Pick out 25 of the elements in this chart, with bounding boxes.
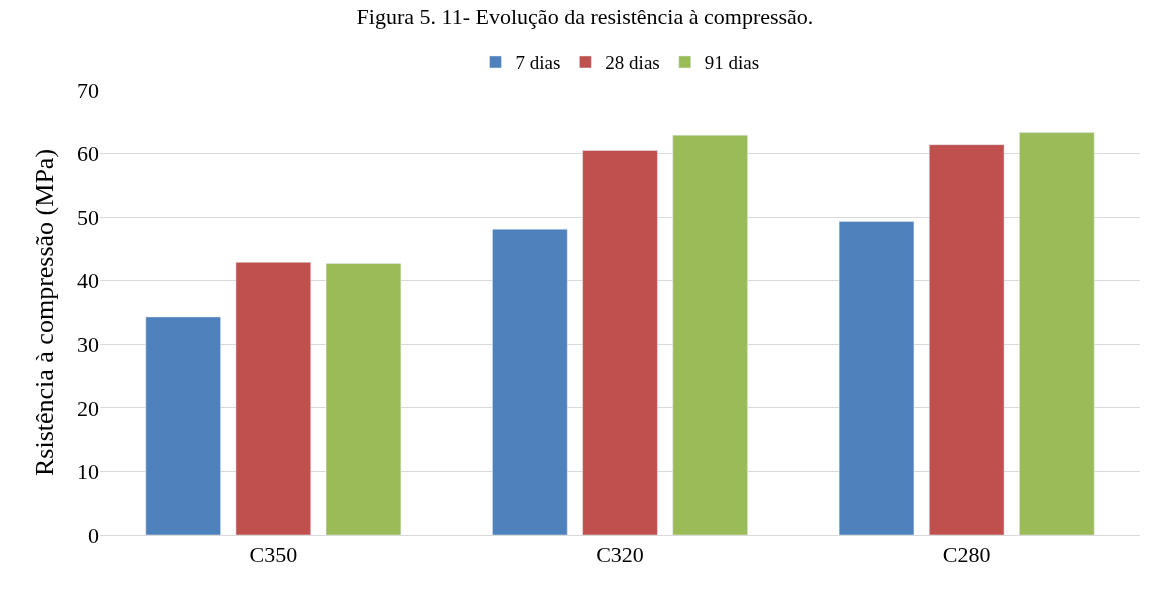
- bar: [929, 144, 1005, 535]
- y-tick-label: 10: [77, 459, 99, 485]
- bar: [145, 316, 221, 535]
- bar: [838, 221, 915, 535]
- x-tick-label: C280: [942, 542, 991, 568]
- bar: [325, 263, 402, 535]
- bar: [492, 228, 568, 535]
- y-tick-label: 20: [77, 395, 99, 421]
- y-tick-label: 0: [88, 522, 99, 548]
- bar: [235, 262, 311, 535]
- y-tick-label: 50: [77, 204, 99, 230]
- y-tick-label: 70: [77, 77, 99, 103]
- y-tick-label: 60: [77, 141, 99, 167]
- y-tick-label: 40: [77, 268, 99, 294]
- legend-label: 28 dias: [605, 52, 660, 74]
- bar: [1019, 132, 1095, 535]
- y-axis-title: Rsistência à compressão (MPa): [30, 148, 60, 477]
- legend-label: 7 dias: [515, 52, 561, 74]
- x-tick-label: C320: [596, 542, 644, 568]
- chart-title: Figura 5. 11- Evolução da resistência à compressão.: [356, 4, 814, 30]
- bar: [672, 134, 748, 535]
- y-tick-label: 30: [77, 331, 99, 357]
- legend-label: 91 dias: [704, 52, 760, 74]
- bar: [582, 150, 658, 535]
- x-tick-label: C350: [249, 542, 298, 568]
